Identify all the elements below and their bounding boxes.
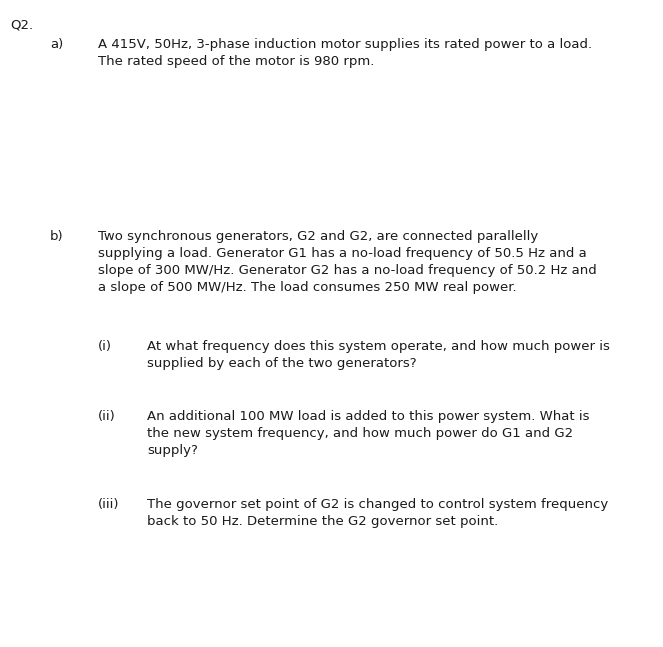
Text: (ii): (ii) [98,410,116,423]
Text: An additional 100 MW load is added to this power system. What is
the new system : An additional 100 MW load is added to th… [147,410,589,457]
Text: Q2.: Q2. [10,18,33,31]
Text: (iii): (iii) [98,498,119,511]
Text: At what frequency does this system operate, and how much power is
supplied by ea: At what frequency does this system opera… [147,340,610,370]
Text: b): b) [50,230,64,243]
Text: The governor set point of G2 is changed to control system frequency
back to 50 H: The governor set point of G2 is changed … [147,498,608,528]
Text: A 415V, 50Hz, 3-phase induction motor supplies its rated power to a load.
The ra: A 415V, 50Hz, 3-phase induction motor su… [98,38,592,68]
Text: (i): (i) [98,340,112,353]
Text: Two synchronous generators, G2 and G2, are connected parallelly
supplying a load: Two synchronous generators, G2 and G2, a… [98,230,597,294]
Text: a): a) [50,38,63,51]
